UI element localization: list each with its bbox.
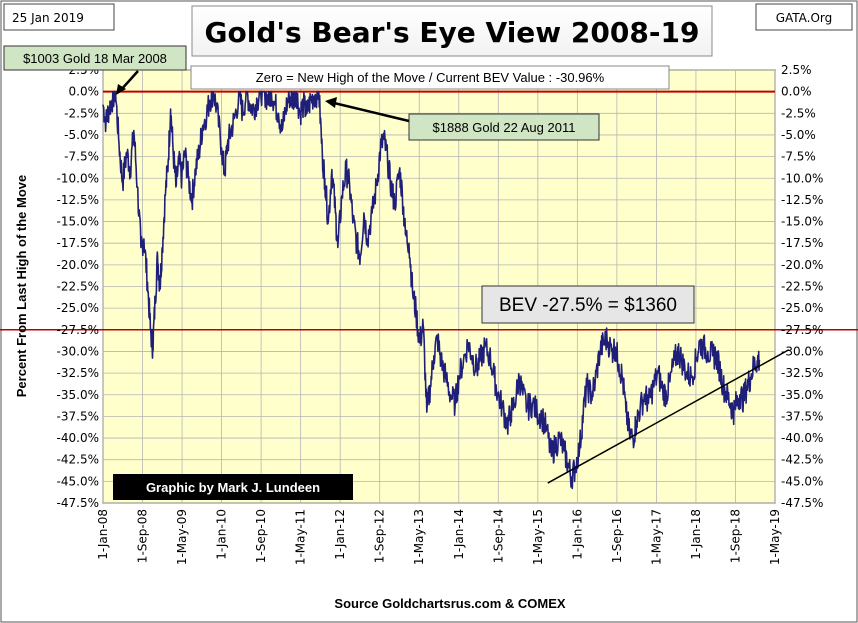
y-tick-label-left: -7.5% [64, 150, 99, 164]
brand-label: GATA.Org [776, 11, 833, 25]
x-axis-label: Source Goldchartsrus.com & COMEX [334, 596, 565, 611]
y-tick-label-left: -15.0% [57, 215, 99, 229]
y-tick-label-left: -2.5% [64, 106, 99, 120]
y-tick-label-right: -45.0% [781, 474, 823, 488]
chart-title: Gold's Bear's Eye View 2008-19 [205, 16, 700, 49]
y-tick-label-left: 0.0% [69, 85, 100, 99]
x-tick-label: 1-Sep-16 [610, 509, 624, 563]
annotation-2011-arrowhead [325, 97, 337, 108]
y-tick-label-right: -47.5% [781, 496, 823, 510]
date-box [3, 3, 115, 31]
x-tick-label: 1-May-09 [175, 509, 189, 565]
y-tick-label-right: -27.5% [781, 323, 823, 337]
x-tick-label: 1-Jan-16 [570, 509, 584, 560]
title-box [191, 5, 713, 57]
y-tick-label-right: -15.0% [781, 215, 823, 229]
annotation-2011-text: $1888 Gold 22 Aug 2011 [433, 120, 576, 135]
y-axis-right: 2.5% 0.0% -2.5% -5.0% -7.5% -10.0% -12.5% -15.0… [781, 63, 823, 510]
y-tick-label-right: -35.0% [781, 388, 823, 402]
y-tick-label-right: -12.5% [781, 193, 823, 207]
x-tick-label: 1-Sep-18 [728, 509, 742, 563]
x-tick-label: 1-May-13 [412, 509, 426, 565]
credit-text: Graphic by Mark J. Lundeen [146, 480, 320, 495]
y-tick-label-right: -2.5% [781, 106, 816, 120]
annotation-2008-arrowhead [116, 84, 126, 95]
annotation-2008-text: $1003 Gold 18 Mar 2008 [23, 51, 167, 66]
x-tick-label: 1-Jan-14 [452, 509, 466, 560]
y-tick-label-right: -22.5% [781, 280, 823, 294]
annotation-2011-box [408, 113, 600, 141]
y-tick-label-left: -27.5% [57, 323, 99, 337]
series-line-gold-bev [102, 90, 761, 490]
x-tick-label: 1-Sep-12 [373, 509, 387, 563]
y-axis-left: 2.5%0.0%-2.5%-5.0%-7.5%-10.0%-12.5%-15.0… [57, 63, 99, 510]
y-axis-label: Percent From Last High of the Move [14, 175, 29, 397]
x-tick-label: 1-May-11 [294, 509, 308, 565]
x-tick-label: 1-Jan-08 [96, 509, 110, 560]
y-tick-label-right: -5.0% [781, 128, 816, 142]
y-tick-label-left: -37.5% [57, 409, 99, 423]
y-tick-label-right: 2.5% [781, 63, 812, 77]
annotation-2011-arrow [333, 101, 410, 123]
x-tick-label: 1-Jan-18 [689, 509, 703, 560]
y-tick-label-left: -32.5% [57, 366, 99, 380]
y-tick-label-right: -7.5% [781, 150, 816, 164]
x-axis: 1-Jan-08 1-Sep-08 1-May-09 1-Jan-10 1-Sep-10… [96, 509, 782, 565]
y-tick-label-left: -40.0% [57, 431, 99, 445]
y-tick-label-right: -30.0% [781, 344, 823, 358]
x-tick-label: 1-Sep-08 [136, 509, 150, 563]
chart-subtitle: Zero = New High of the Move / Current BE… [256, 70, 605, 85]
y-tick-label-right: -17.5% [781, 236, 823, 250]
x-tick-label: 1-Jan-12 [333, 509, 347, 560]
y-tick-label-left: -20.0% [57, 258, 99, 272]
y-tick-label-left: -22.5% [57, 280, 99, 294]
x-tick-label: 1-May-17 [649, 509, 663, 565]
y-tick-label-left: -12.5% [57, 193, 99, 207]
y-tick-label-right: -40.0% [781, 431, 823, 445]
y-tick-label-right: -42.5% [781, 453, 823, 467]
y-tick-label-right: -20.0% [781, 258, 823, 272]
credit-box [113, 474, 353, 500]
y-tick-label-left: -25.0% [57, 301, 99, 315]
y-tick-label-left: -17.5% [57, 236, 99, 250]
annotation-bev-text: BEV -27.5% = $1360 [499, 295, 677, 316]
y-tick-label-left: -35.0% [57, 388, 99, 402]
y-tick-label-left: -5.0% [64, 128, 99, 142]
trendline [547, 349, 790, 484]
annotation-bev-box [481, 285, 695, 324]
x-tick-label: 1-May-15 [531, 509, 545, 565]
x-tick-label: 1-May-19 [768, 509, 782, 565]
date-label: 25 Jan 2019 [12, 11, 84, 25]
y-tick-label-left: -47.5% [57, 496, 99, 510]
annotation-2008-box [3, 45, 187, 71]
x-tick-label: 1-Sep-14 [491, 509, 505, 563]
y-tick-label-right: -10.0% [781, 171, 823, 185]
y-tick-label-right: -37.5% [781, 409, 823, 423]
y-tick-label-right: 0.0% [781, 85, 812, 99]
y-tick-label-left: -45.0% [57, 474, 99, 488]
x-tick-label: 1-Jan-10 [215, 509, 229, 560]
y-tick-label-left: -10.0% [57, 171, 99, 185]
brand-box [755, 3, 853, 31]
y-tick-label-left: -42.5% [57, 453, 99, 467]
y-tick-label-right: -32.5% [781, 366, 823, 380]
y-tick-label-left: -30.0% [57, 344, 99, 358]
x-tick-label: 1-Sep-10 [254, 509, 268, 563]
subtitle-box [190, 65, 670, 90]
y-tick-label-right: -25.0% [781, 301, 823, 315]
